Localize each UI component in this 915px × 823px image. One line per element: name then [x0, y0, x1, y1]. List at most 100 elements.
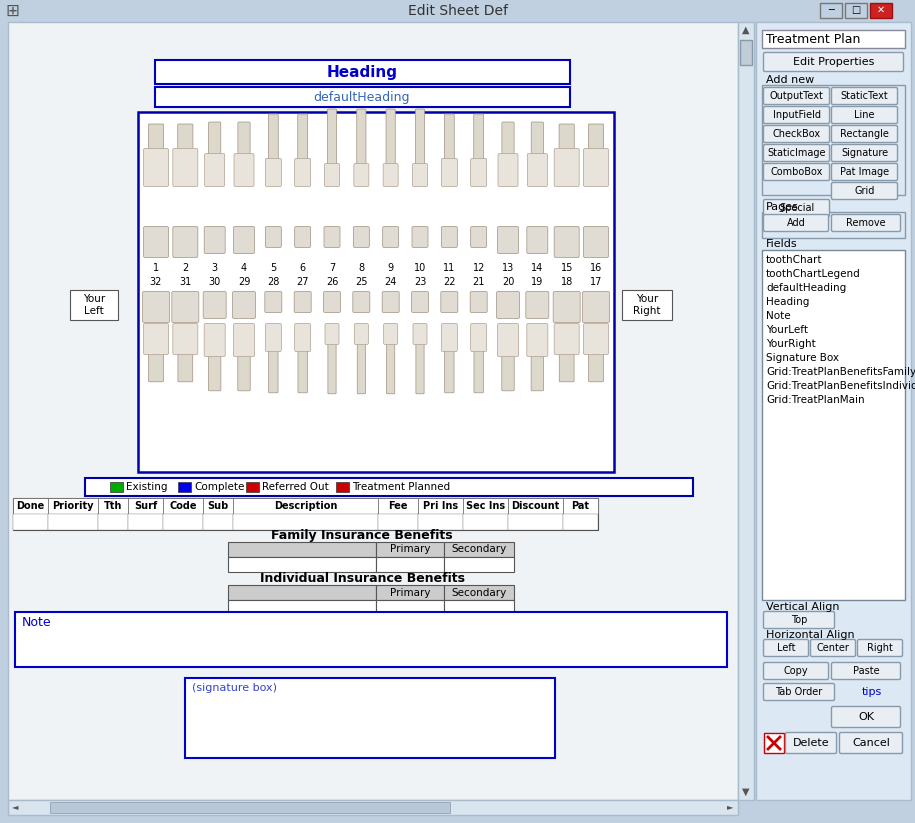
Text: Remove: Remove: [846, 218, 886, 228]
Bar: [762, 200, 905, 205]
FancyBboxPatch shape: [501, 354, 514, 391]
Bar: [508, 498, 563, 514]
Text: ✕: ✕: [877, 5, 885, 15]
Bar: [98, 514, 128, 530]
Text: 4: 4: [241, 263, 247, 273]
FancyBboxPatch shape: [233, 226, 254, 253]
FancyBboxPatch shape: [584, 323, 608, 355]
Text: 22: 22: [443, 277, 456, 287]
FancyBboxPatch shape: [173, 323, 198, 355]
Text: 7: 7: [328, 263, 335, 273]
Bar: [376, 585, 444, 600]
FancyBboxPatch shape: [325, 164, 339, 187]
Text: 5: 5: [270, 263, 276, 273]
Bar: [203, 498, 233, 514]
FancyBboxPatch shape: [441, 159, 458, 187]
FancyBboxPatch shape: [328, 342, 336, 393]
Text: 10: 10: [414, 263, 426, 273]
Text: Priority: Priority: [52, 501, 93, 511]
Bar: [48, 514, 98, 530]
Text: Left: Left: [777, 643, 795, 653]
Text: Top: Top: [791, 615, 807, 625]
FancyBboxPatch shape: [763, 683, 834, 700]
Text: Delete: Delete: [792, 738, 829, 748]
Text: Treatment Planned: Treatment Planned: [352, 482, 450, 492]
Bar: [233, 514, 378, 530]
Bar: [48, 498, 98, 514]
Bar: [128, 514, 163, 530]
FancyBboxPatch shape: [763, 125, 830, 142]
Bar: [376, 600, 444, 615]
Bar: [128, 498, 163, 514]
FancyBboxPatch shape: [583, 291, 609, 323]
Text: 11: 11: [443, 263, 456, 273]
FancyBboxPatch shape: [238, 354, 250, 391]
FancyBboxPatch shape: [832, 164, 898, 180]
Bar: [762, 30, 905, 48]
Bar: [246, 482, 259, 492]
Bar: [228, 542, 376, 557]
Bar: [185, 678, 555, 758]
Text: Heading: Heading: [327, 64, 397, 80]
FancyBboxPatch shape: [839, 732, 902, 754]
FancyBboxPatch shape: [205, 154, 225, 187]
Bar: [203, 514, 233, 530]
Text: 27: 27: [296, 277, 309, 287]
Text: Description: Description: [274, 501, 338, 511]
Text: Done: Done: [16, 501, 45, 511]
FancyBboxPatch shape: [532, 122, 544, 156]
Text: Fields: Fields: [766, 239, 798, 249]
FancyBboxPatch shape: [268, 114, 278, 161]
Bar: [762, 212, 905, 238]
Text: OutputText: OutputText: [770, 91, 824, 101]
Text: Note: Note: [766, 311, 791, 321]
FancyBboxPatch shape: [441, 226, 458, 248]
Text: Existing: Existing: [126, 482, 167, 492]
Bar: [13, 514, 598, 530]
Bar: [762, 74, 905, 79]
Bar: [163, 514, 203, 530]
Bar: [463, 514, 508, 530]
Text: Pri Ins: Pri Ins: [423, 501, 458, 511]
FancyBboxPatch shape: [470, 323, 487, 351]
Text: ▲: ▲: [742, 25, 749, 35]
Text: CheckBox: CheckBox: [772, 129, 821, 139]
FancyBboxPatch shape: [178, 124, 193, 151]
FancyBboxPatch shape: [353, 226, 370, 248]
Bar: [418, 514, 463, 530]
Text: Rectangle: Rectangle: [840, 129, 889, 139]
Bar: [756, 22, 911, 800]
Text: Fee: Fee: [388, 501, 408, 511]
FancyBboxPatch shape: [209, 122, 221, 156]
FancyBboxPatch shape: [328, 109, 337, 166]
FancyBboxPatch shape: [297, 114, 307, 161]
FancyBboxPatch shape: [172, 291, 199, 323]
FancyBboxPatch shape: [324, 226, 340, 248]
Text: ►: ►: [727, 802, 733, 811]
Text: 16: 16: [590, 263, 602, 273]
FancyBboxPatch shape: [502, 122, 514, 156]
FancyBboxPatch shape: [265, 159, 281, 187]
FancyBboxPatch shape: [232, 291, 255, 319]
FancyBboxPatch shape: [383, 323, 398, 345]
Bar: [563, 514, 598, 530]
FancyBboxPatch shape: [588, 124, 604, 151]
Bar: [70, 290, 118, 320]
FancyBboxPatch shape: [178, 352, 193, 382]
FancyBboxPatch shape: [324, 291, 340, 313]
Bar: [85, 478, 693, 496]
FancyBboxPatch shape: [238, 122, 250, 156]
FancyBboxPatch shape: [209, 354, 221, 391]
FancyBboxPatch shape: [413, 164, 427, 187]
FancyBboxPatch shape: [148, 124, 164, 151]
Text: 18: 18: [561, 277, 573, 287]
FancyBboxPatch shape: [445, 114, 454, 161]
Bar: [0, 0, 915, 22]
Bar: [845, 3, 867, 18]
FancyBboxPatch shape: [498, 323, 519, 356]
FancyBboxPatch shape: [763, 215, 828, 231]
FancyBboxPatch shape: [144, 323, 168, 355]
FancyBboxPatch shape: [173, 148, 198, 187]
Bar: [13, 498, 48, 514]
FancyBboxPatch shape: [527, 154, 547, 187]
